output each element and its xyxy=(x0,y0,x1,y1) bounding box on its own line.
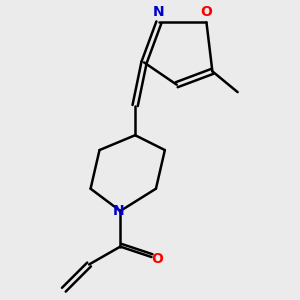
Text: O: O xyxy=(200,5,212,20)
Text: N: N xyxy=(113,204,124,218)
Text: N: N xyxy=(153,5,165,20)
Text: O: O xyxy=(151,251,163,266)
